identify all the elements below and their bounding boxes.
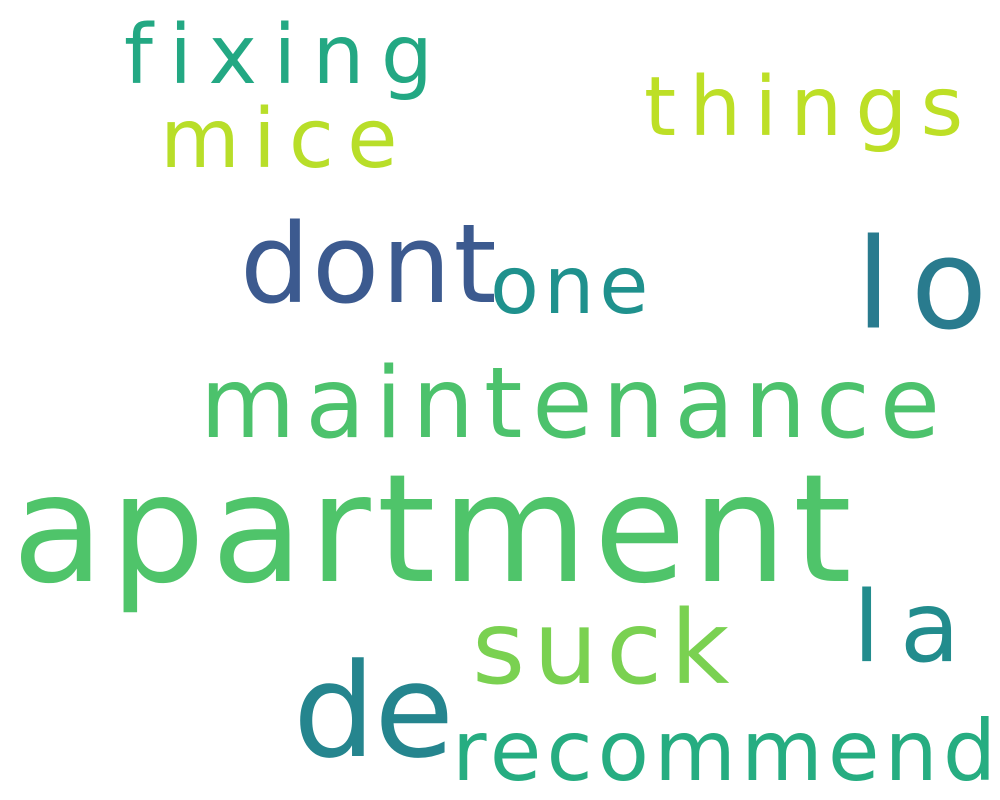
word-apartment: apartment xyxy=(12,443,858,617)
word-la: la xyxy=(853,571,980,685)
word-suck: suck xyxy=(472,589,738,708)
word-fixing: fixing xyxy=(124,8,450,103)
word-recommend: recommend xyxy=(452,702,1000,800)
word-dont: dont xyxy=(240,200,499,328)
word-maintenance: maintenance xyxy=(200,347,950,461)
word-de: de xyxy=(293,635,454,787)
word-things: things xyxy=(644,60,977,155)
word-one: one xyxy=(490,239,654,332)
word-lo: lo xyxy=(856,212,1000,358)
word-mice: mice xyxy=(160,92,411,187)
